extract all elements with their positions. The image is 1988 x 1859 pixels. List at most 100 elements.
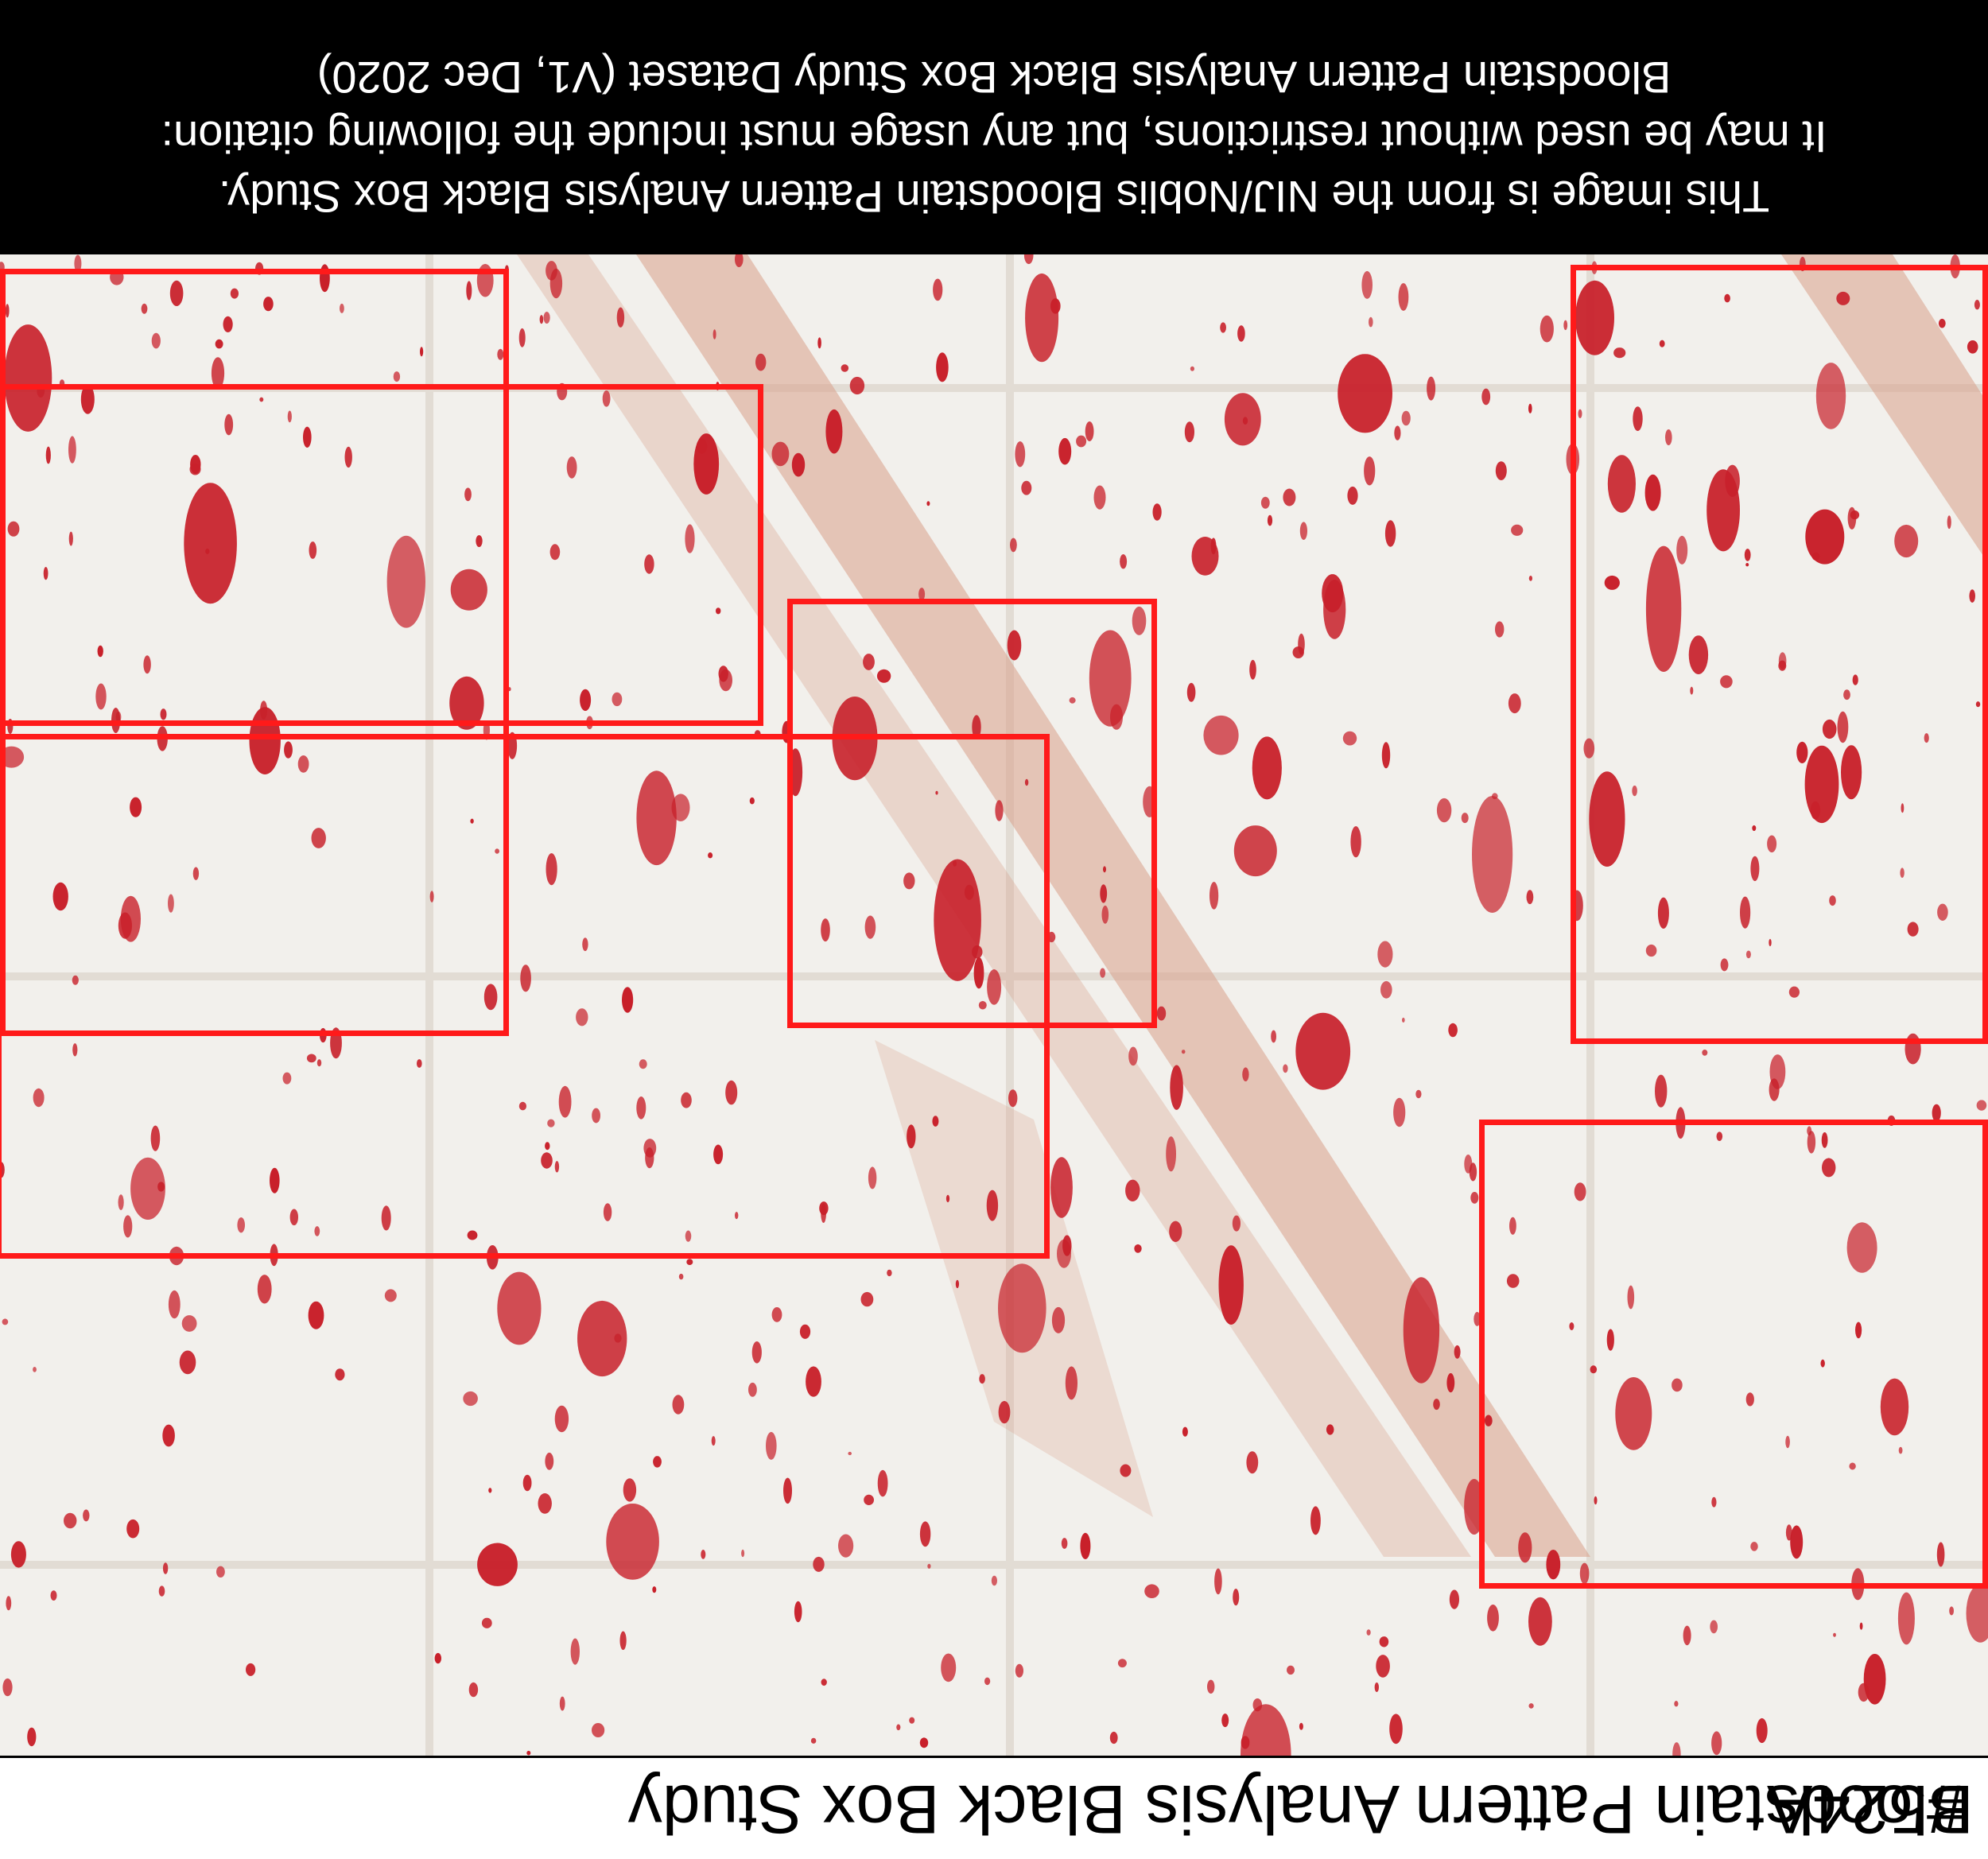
blood-drop	[1380, 980, 1392, 999]
citation-line-1: This image is from the NIJ/Noblis Bloods…	[218, 172, 1770, 222]
blood-drop	[118, 912, 132, 939]
blood-drop	[1152, 503, 1162, 521]
blood-drop	[1295, 1012, 1351, 1090]
blood-drop	[1632, 786, 1637, 797]
blood-drop	[887, 1269, 892, 1277]
blood-drop	[1756, 1717, 1768, 1744]
blood-drop	[1880, 1378, 1909, 1436]
blood-drop	[1166, 1136, 1176, 1172]
blood-drop	[1937, 903, 1948, 921]
blood-drop	[384, 1289, 397, 1302]
blood-drop	[978, 1000, 987, 1010]
blood-drop	[1509, 1217, 1516, 1235]
blood-drop	[810, 1737, 817, 1744]
blood-drop	[224, 413, 234, 436]
blood-drop	[1495, 621, 1505, 638]
blood-drop	[1381, 742, 1391, 769]
blood-drop	[522, 1474, 532, 1492]
blood-drop	[1674, 1701, 1679, 1707]
blood-drop	[566, 456, 577, 479]
blood-drop	[7, 719, 14, 734]
blood-drop	[849, 376, 865, 395]
blood-drop	[1008, 1089, 1018, 1108]
blood-drop	[1448, 1023, 1458, 1038]
blood-drop	[1050, 1157, 1073, 1218]
blood-drop	[557, 382, 568, 401]
blood-drop	[246, 1663, 256, 1676]
blood-drop	[169, 1246, 184, 1266]
blood-drop	[518, 328, 526, 347]
blood-drop	[1361, 270, 1373, 299]
blood-drop	[1100, 884, 1108, 903]
blood-drop	[505, 265, 509, 273]
blood-drop	[1389, 1713, 1403, 1745]
blood-drop	[541, 1152, 553, 1169]
blood-drop	[483, 720, 490, 740]
blood-drop	[297, 755, 309, 773]
blood-drop	[586, 716, 593, 730]
blood-drop	[1433, 1399, 1440, 1411]
blood-drop	[1182, 1426, 1188, 1437]
blood-drop	[157, 1182, 165, 1192]
blood-drop	[282, 1072, 292, 1085]
blood-drop	[1849, 1462, 1856, 1470]
blood-drop	[309, 541, 317, 559]
blood-drop	[190, 455, 201, 474]
blood-drop	[1376, 1655, 1390, 1678]
blood-drop	[311, 828, 326, 848]
blood-drop	[1132, 606, 1147, 635]
blood-drop	[1069, 697, 1076, 704]
blood-drop	[1894, 524, 1919, 558]
blood-drop	[1752, 825, 1757, 832]
blood-drop	[783, 1477, 792, 1504]
blood-drop	[1237, 325, 1245, 342]
blood-drop	[0, 746, 25, 768]
blood-drop	[157, 726, 168, 751]
blood-drop	[1710, 1620, 1718, 1634]
blood-drop	[130, 797, 142, 817]
blood-drop	[83, 1509, 90, 1522]
blood-drop	[559, 1696, 565, 1711]
blood-drop	[1604, 575, 1620, 590]
blood-drop	[1350, 825, 1361, 858]
blood-drop	[1487, 1605, 1499, 1632]
blood-drop	[821, 1679, 827, 1686]
blood-drop	[1745, 1392, 1754, 1407]
blood-drop	[2, 1678, 13, 1697]
blood-drop	[1846, 1222, 1877, 1273]
blood-drop	[653, 1456, 662, 1468]
blood-drop	[1338, 354, 1392, 433]
blood-drop	[1613, 347, 1626, 359]
blood-drop	[50, 1590, 57, 1601]
blood-drop	[59, 379, 65, 388]
blood-drop	[582, 937, 588, 952]
blood-drop	[841, 364, 849, 372]
diagonal-smear	[517, 254, 1988, 1557]
blood-drop	[1859, 1622, 1863, 1630]
blood-drop	[766, 1431, 777, 1460]
blood-drop	[257, 1275, 272, 1304]
blood-drop	[1436, 798, 1452, 823]
blood-drop	[672, 1395, 685, 1415]
blood-drop	[1080, 1532, 1091, 1559]
blood-drop	[639, 1059, 647, 1069]
blood-drop	[1683, 1625, 1691, 1646]
blood-drop	[749, 797, 755, 805]
blood-drop	[1716, 1131, 1723, 1141]
blood-drop	[393, 371, 401, 382]
blood-drop	[799, 1324, 811, 1339]
blood-drop	[1672, 1378, 1683, 1392]
blood-drop	[1569, 1322, 1574, 1330]
blood-drop	[1025, 273, 1059, 363]
blood-drop	[838, 1534, 854, 1558]
blood-drop	[984, 1677, 991, 1686]
case-id-label: #524A	[1767, 1771, 1965, 1847]
blood-drop	[813, 1556, 825, 1572]
blood-drop	[507, 732, 518, 759]
blood-drop	[782, 720, 792, 743]
blood-drop	[308, 1301, 324, 1329]
blood-drop	[1061, 1538, 1068, 1549]
blood-drop	[1170, 1065, 1183, 1110]
blood-drop	[863, 654, 875, 670]
blood-drop	[255, 262, 264, 275]
